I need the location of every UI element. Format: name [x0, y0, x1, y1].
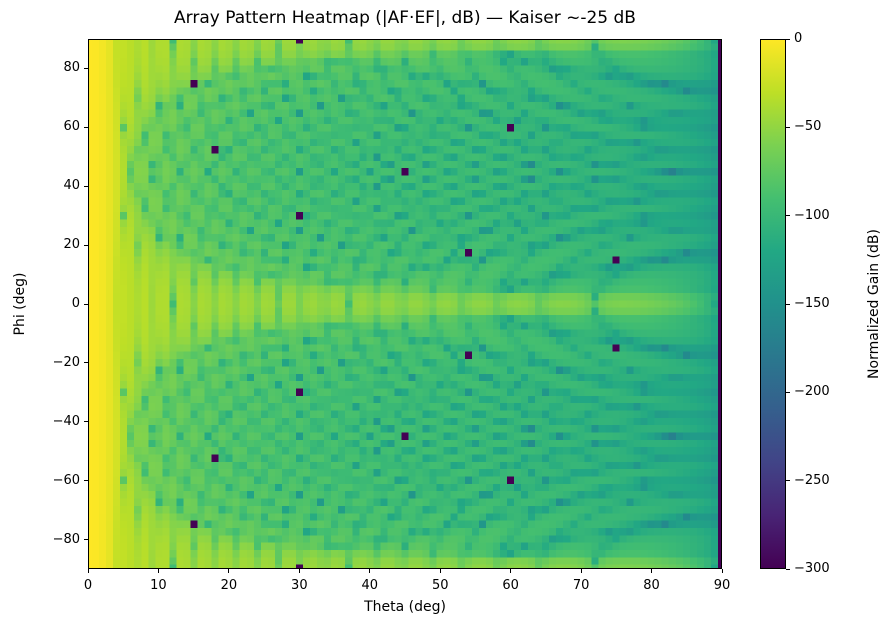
x-tick-mark [580, 569, 582, 573]
colorbar-tick-label: −100 [794, 207, 830, 223]
x-tick-label: 40 [361, 578, 379, 593]
y-tick-mark [84, 67, 88, 69]
chart-title: Array Pattern Heatmap (|AF·EF|, dB) — Ka… [174, 8, 636, 28]
colorbar-tick-label: −300 [794, 561, 830, 576]
colorbar [760, 39, 786, 569]
y-tick-mark [84, 126, 88, 128]
x-tick-mark [87, 569, 89, 573]
x-tick-mark [721, 569, 723, 573]
y-tick-label: −80 [52, 531, 80, 547]
y-tick-mark [84, 362, 88, 364]
heatmap-canvas [89, 40, 721, 568]
y-tick-label: 40 [63, 178, 80, 194]
colorbar-gradient [761, 40, 785, 568]
colorbar-label: Normalized Gain (dB) [866, 229, 882, 379]
x-tick-label: 30 [291, 578, 308, 593]
y-tick-label: −60 [52, 472, 80, 488]
colorbar-tick-label: −50 [794, 119, 822, 135]
y-tick-mark [84, 303, 88, 305]
colorbar-tick-mark [786, 126, 790, 128]
x-tick-mark [651, 569, 653, 573]
x-tick-label: 90 [713, 578, 731, 593]
y-tick-label: 80 [63, 60, 80, 76]
x-tick-label: 10 [150, 578, 167, 593]
x-tick-mark [439, 569, 441, 573]
heatmap-plot [88, 39, 722, 569]
x-tick-label: 20 [220, 578, 238, 593]
y-tick-label: 0 [71, 296, 80, 311]
colorbar-tick-label: −250 [794, 472, 830, 488]
colorbar-tick-mark [786, 38, 790, 40]
x-tick-mark [369, 569, 371, 573]
x-tick-label: 0 [83, 578, 93, 593]
x-tick-label: 50 [431, 578, 449, 593]
y-tick-mark [84, 480, 88, 482]
colorbar-tick-mark [786, 480, 790, 482]
x-tick-label: 70 [572, 578, 590, 593]
x-axis-label: Theta (deg) [364, 599, 446, 615]
colorbar-tick-mark [786, 568, 790, 570]
y-tick-mark [84, 185, 88, 187]
y-tick-mark [84, 244, 88, 246]
y-tick-label: −40 [52, 413, 80, 429]
colorbar-tick-mark [786, 303, 790, 305]
x-tick-label: 80 [643, 578, 660, 593]
y-tick-label: 60 [63, 119, 80, 135]
x-tick-mark [157, 569, 159, 573]
colorbar-tick-label: −200 [794, 384, 830, 400]
y-tick-label: 20 [63, 237, 80, 253]
colorbar-tick-mark [786, 391, 790, 393]
y-axis-label: Phi (deg) [12, 272, 28, 336]
x-tick-mark [510, 569, 512, 573]
colorbar-tick-label: −150 [794, 296, 830, 311]
y-tick-mark [84, 421, 88, 423]
colorbar-tick-mark [786, 215, 790, 217]
y-tick-mark [84, 539, 88, 541]
colorbar-tick-label: 0 [794, 31, 803, 46]
x-tick-mark [298, 569, 300, 573]
x-tick-mark [228, 569, 230, 573]
x-tick-label: 60 [502, 578, 519, 593]
y-tick-label: −20 [52, 354, 80, 370]
